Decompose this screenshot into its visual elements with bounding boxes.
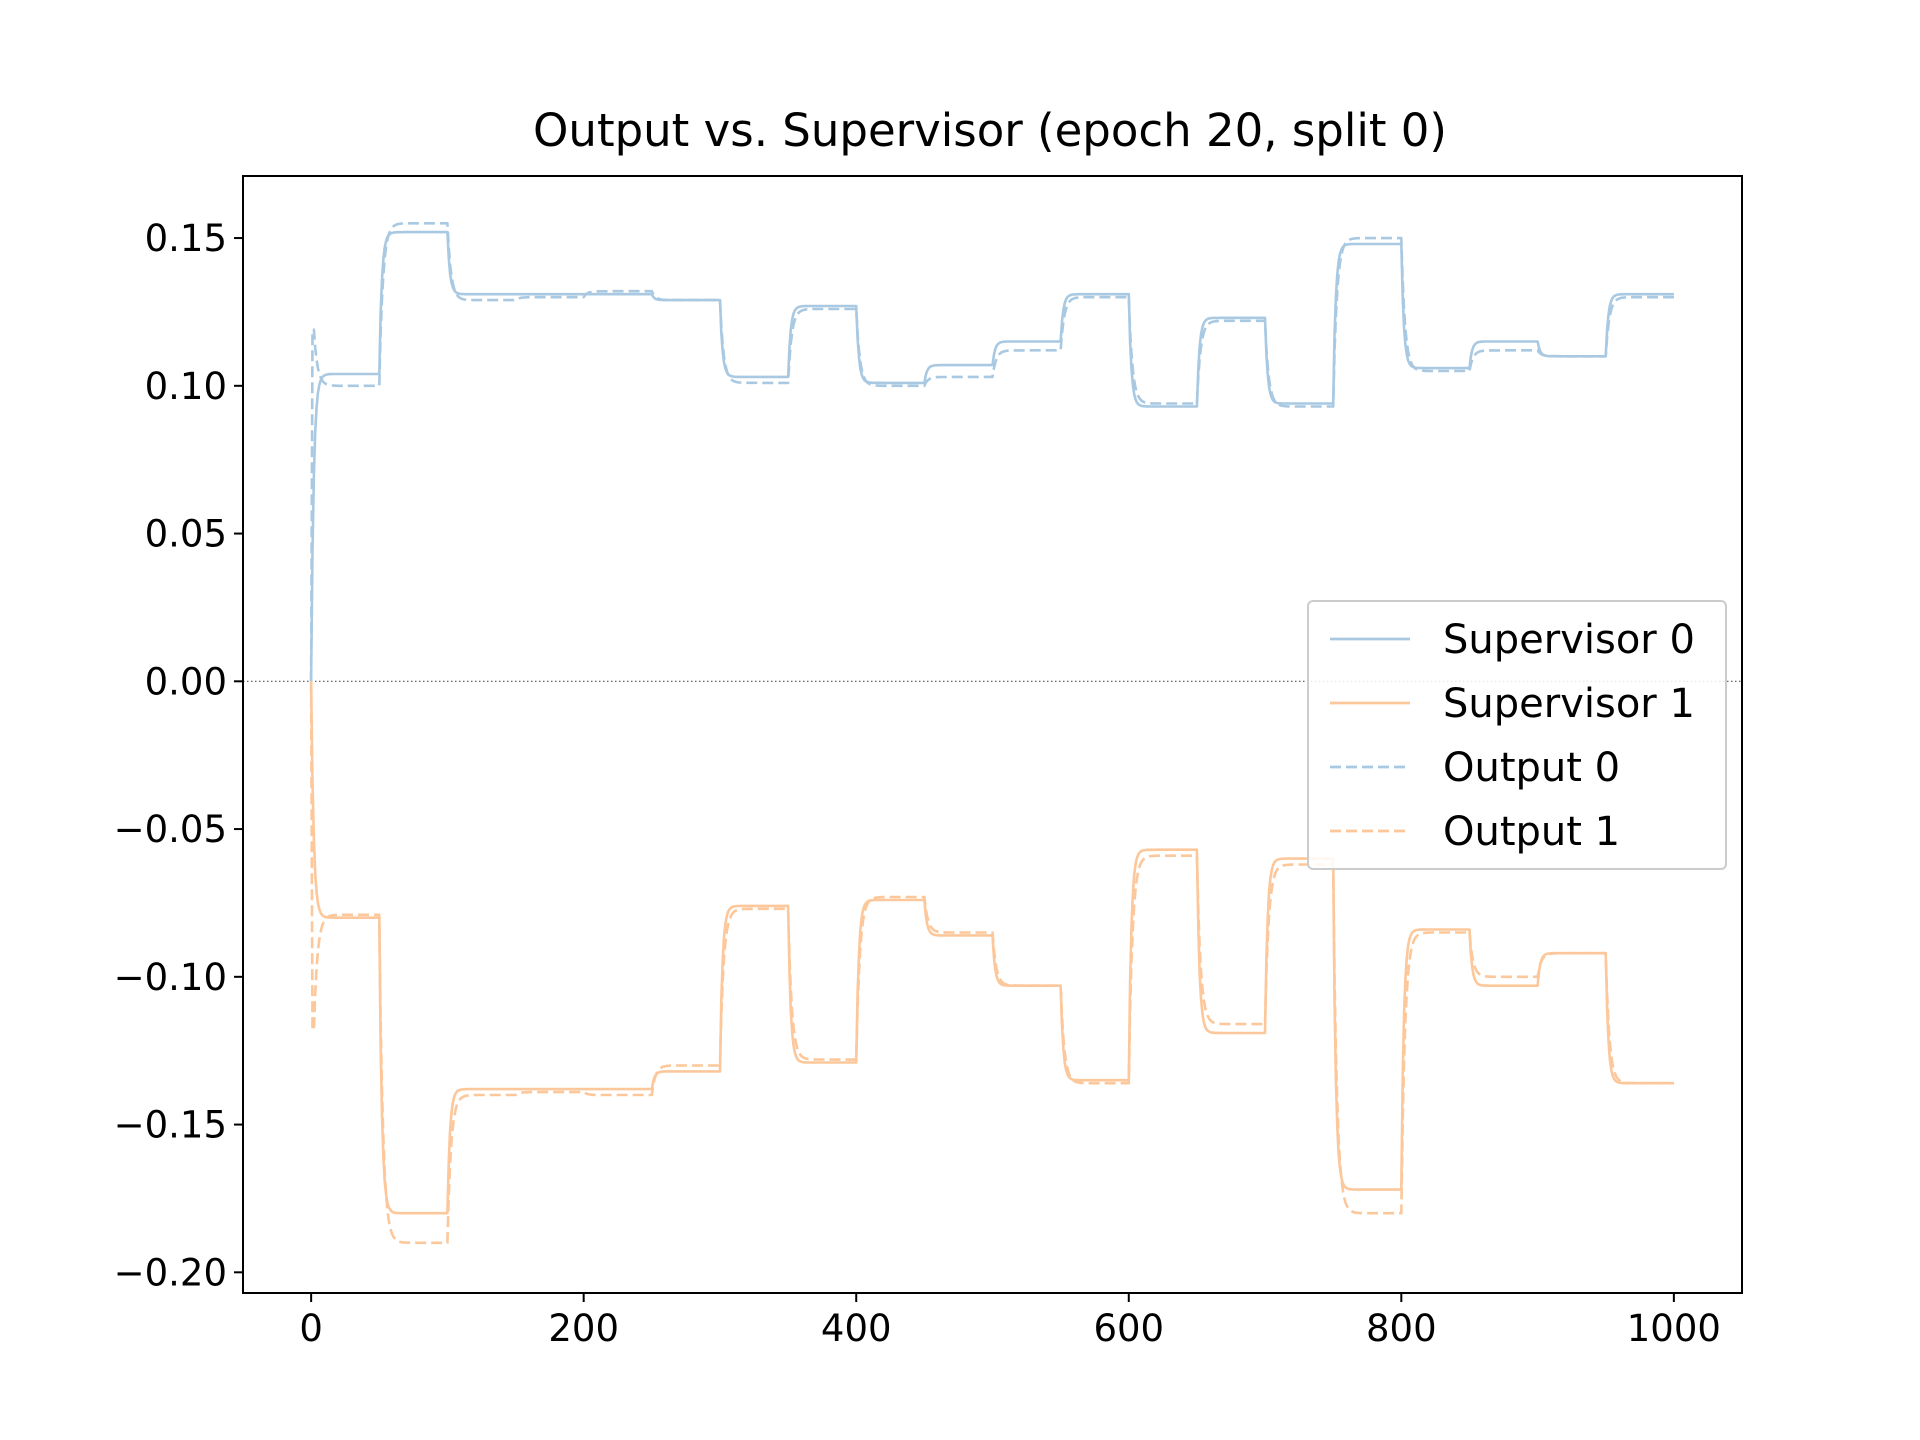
y-tick-label: 0.00 <box>145 660 227 703</box>
legend-box <box>1307 600 1727 870</box>
legend-label: Output 0 <box>1443 745 1620 791</box>
legend-label: Output 1 <box>1443 809 1620 855</box>
x-tick-label: 0 <box>299 1307 323 1350</box>
y-tick-label: −0.05 <box>114 808 227 851</box>
y-tick-label: −0.15 <box>114 1104 227 1147</box>
x-tick-label: 400 <box>821 1307 892 1350</box>
y-tick-label: −0.20 <box>114 1251 227 1294</box>
y-tick-label: 0.10 <box>145 365 227 408</box>
x-tick-label: 200 <box>548 1307 619 1350</box>
x-tick-label: 1000 <box>1627 1307 1721 1350</box>
axes-frame <box>242 175 1743 1294</box>
y-tick-label: 0.05 <box>145 513 227 556</box>
x-tick-label: 600 <box>1093 1307 1164 1350</box>
chart-title: Output vs. Supervisor (epoch 20, split 0… <box>533 104 1447 157</box>
series-line-supervisor-0 <box>309 230 1674 682</box>
legend-label: Supervisor 1 <box>1443 681 1695 727</box>
x-tick-label: 800 <box>1366 1307 1437 1350</box>
series-line-output-1 <box>309 681 1674 1245</box>
y-tick-label: −0.10 <box>114 956 227 999</box>
legend-label: Supervisor 0 <box>1443 617 1695 663</box>
y-tick-label: 0.15 <box>145 217 227 260</box>
series-line-output-0 <box>309 222 1674 682</box>
